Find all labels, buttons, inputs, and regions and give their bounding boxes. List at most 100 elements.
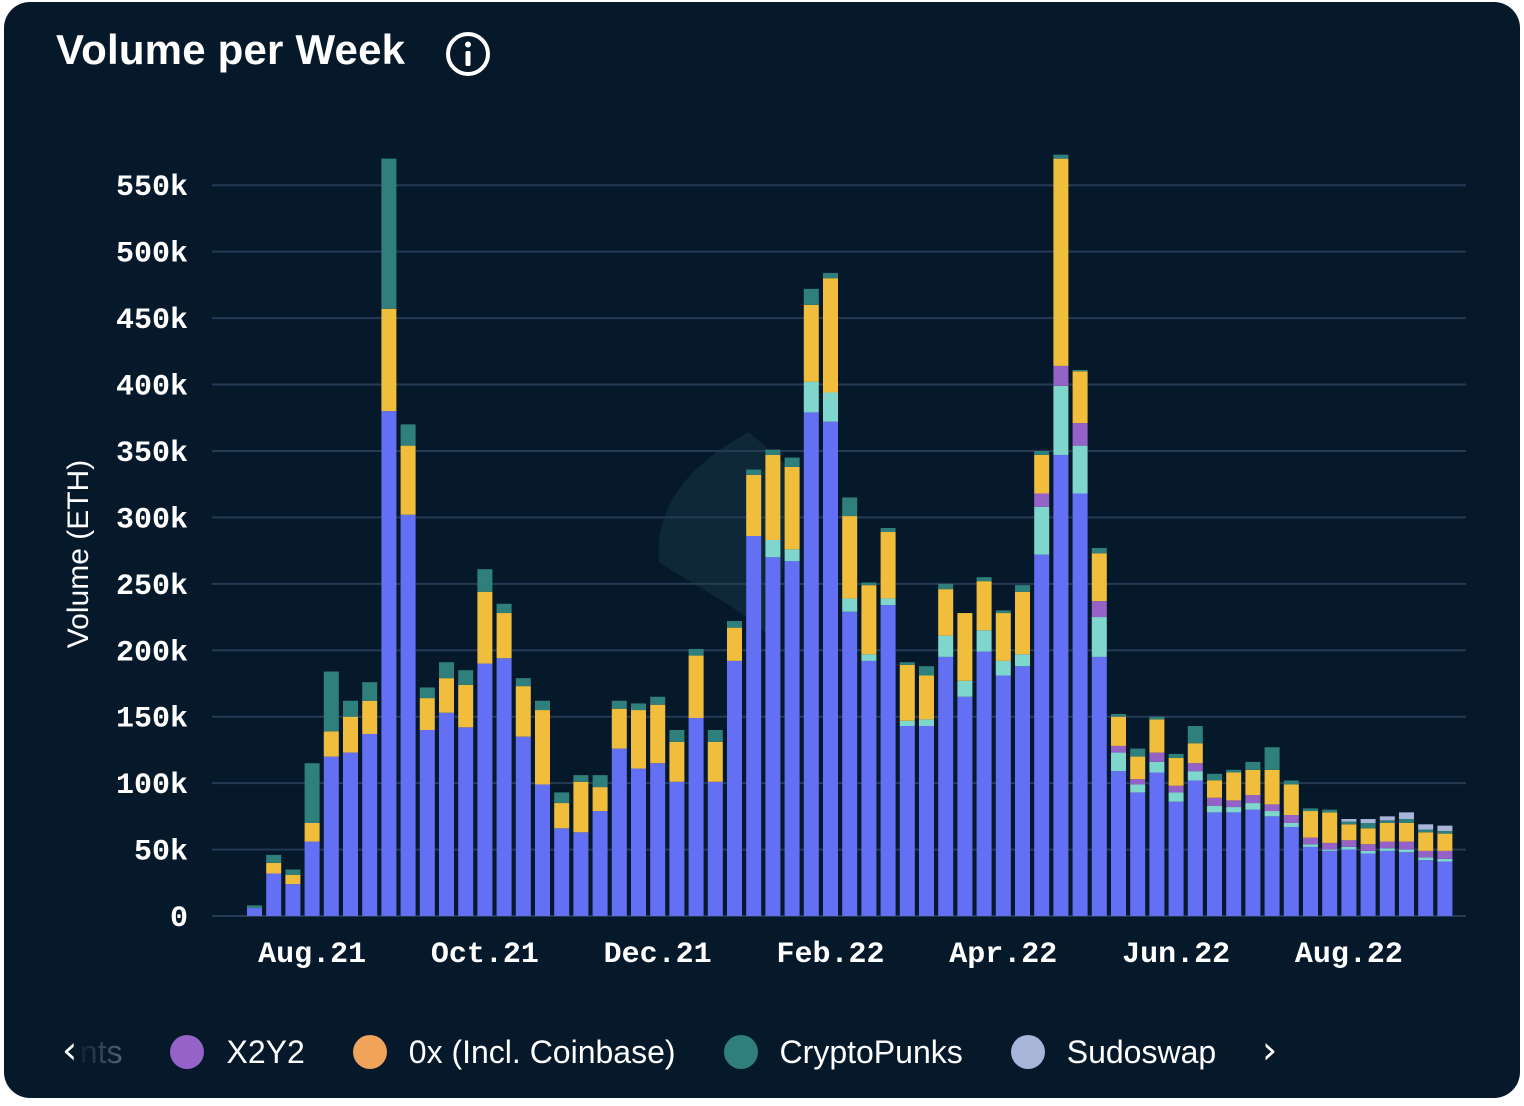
week-bar-stack[interactable] <box>1034 450 1050 916</box>
week-bar-stack[interactable] <box>823 272 838 916</box>
legend-item[interactable]: CryptoPunks <box>723 1034 963 1071</box>
volume-per-week-card: Volume per Week 0 50k 100k 150k 200k 250k 300k… <box>4 2 1520 1098</box>
bar-segment-opensea <box>957 696 973 916</box>
week-bar-stack[interactable] <box>631 703 646 916</box>
week-bar-stack[interactable] <box>458 670 474 916</box>
bar-segment-zerox <box>496 613 512 659</box>
week-bar-stack[interactable] <box>688 648 704 916</box>
week-bar-stack[interactable] <box>1053 154 1069 916</box>
bar-segment-zerox <box>669 741 685 782</box>
week-bar-stack[interactable] <box>304 763 320 916</box>
legend-item[interactable]: 0x (Incl. Coinbase) <box>352 1034 676 1071</box>
week-bar-stack[interactable] <box>976 577 992 916</box>
week-bar-stack[interactable] <box>1341 819 1357 916</box>
bar-segment-zerox <box>611 708 627 749</box>
week-bar-stack[interactable] <box>765 449 781 916</box>
week-bar-stack[interactable] <box>1360 819 1376 916</box>
week-bar-stack[interactable] <box>266 854 282 916</box>
week-bar-stack[interactable] <box>381 158 397 916</box>
week-bar-stack[interactable] <box>1168 753 1184 916</box>
bar-segment-zerox <box>746 474 762 536</box>
week-bar-stack[interactable] <box>1379 816 1395 916</box>
week-bar-stack[interactable] <box>1130 748 1146 916</box>
bar-segment-zerox <box>1341 824 1357 841</box>
week-bar-stack[interactable] <box>746 469 762 916</box>
bar-segment-opensea <box>1226 812 1242 916</box>
week-bar-stack[interactable] <box>1226 769 1242 916</box>
week-bar-stack[interactable] <box>727 621 742 916</box>
week-bar-stack[interactable] <box>861 582 877 916</box>
bar-segment-x2y2 <box>1341 840 1357 847</box>
week-bar-stack[interactable] <box>707 729 723 916</box>
bar-segment-opensea <box>439 712 454 916</box>
week-bar-stack[interactable] <box>1418 824 1434 916</box>
bar-segment-looksrare <box>784 549 800 562</box>
info-circle-icon[interactable] <box>444 30 492 78</box>
bar-segment-zerox <box>458 684 474 728</box>
week-bar-stack[interactable] <box>1091 547 1107 916</box>
week-bar-stack[interactable] <box>669 729 685 916</box>
week-bar-stack[interactable] <box>439 662 454 916</box>
bar-segment-looksrare <box>823 392 838 422</box>
bar-segment-opensea <box>765 557 781 916</box>
bar-segment-cryptopunks <box>650 696 666 705</box>
week-bar-stack[interactable] <box>611 700 627 916</box>
week-bar-stack[interactable] <box>554 792 570 916</box>
bar-segment-looksrare <box>938 635 954 657</box>
week-bar-stack[interactable] <box>1072 369 1088 916</box>
week-bar-stack[interactable] <box>1149 716 1165 916</box>
week-bar-stack[interactable] <box>919 666 934 916</box>
bar-segment-zerox <box>1245 769 1261 796</box>
bar-segment-opensea <box>919 725 934 916</box>
week-bar-stack[interactable] <box>1187 725 1203 916</box>
week-bar-stack[interactable] <box>842 497 858 916</box>
bar-segment-zerox <box>1360 828 1376 845</box>
week-bar-stack[interactable] <box>343 700 358 916</box>
week-bar-stack[interactable] <box>573 775 589 916</box>
bar-segment-cryptopunks <box>1245 761 1261 770</box>
bar-segment-looksrare <box>1053 385 1069 455</box>
week-bar-stack[interactable] <box>880 528 896 916</box>
week-bar-stack[interactable] <box>592 775 608 916</box>
week-bar-stack[interactable] <box>1303 808 1318 916</box>
week-bar-stack[interactable] <box>1264 747 1280 916</box>
week-bar-stack[interactable] <box>1015 585 1030 916</box>
legend-item[interactable]: X2Y2 <box>170 1034 305 1071</box>
bar-segment-opensea <box>1303 846 1318 916</box>
week-bar-stack[interactable] <box>650 696 666 916</box>
week-bar-stack[interactable] <box>1283 780 1299 916</box>
bar-segment-zerox <box>803 304 819 382</box>
week-bar-stack[interactable] <box>1111 714 1126 916</box>
week-bar-stack[interactable] <box>1437 825 1453 916</box>
week-bar-stack[interactable] <box>899 662 915 916</box>
week-bar-stack[interactable] <box>803 288 819 916</box>
week-bar-stack[interactable] <box>515 678 531 916</box>
bar-segment-looksrare <box>1245 803 1261 810</box>
week-bar-stack[interactable] <box>477 569 493 916</box>
legend-item[interactable]: Sudoswap <box>1010 1034 1216 1071</box>
week-bar-stack[interactable] <box>323 671 339 916</box>
week-bar-stack[interactable] <box>362 682 378 916</box>
bar-segment-cryptopunks <box>439 662 454 679</box>
week-bar-stack[interactable] <box>247 905 262 916</box>
week-bar-stack[interactable] <box>938 583 954 916</box>
week-bar-stack[interactable] <box>285 869 301 916</box>
week-bar-stack[interactable] <box>535 700 550 916</box>
week-bar-stack[interactable] <box>1245 761 1261 916</box>
week-bar-stack[interactable] <box>496 603 512 916</box>
bar-segment-cryptopunks <box>1360 822 1376 829</box>
week-bar-stack[interactable] <box>957 613 973 916</box>
week-bar-stack[interactable] <box>784 457 800 916</box>
bar-segment-zerox <box>1168 757 1184 786</box>
week-bar-stack[interactable] <box>400 424 416 916</box>
week-bar-stack[interactable] <box>995 610 1011 916</box>
week-bar-stack[interactable] <box>1399 812 1414 916</box>
bar-segment-opensea <box>1245 809 1261 916</box>
week-bar-stack[interactable] <box>1322 809 1338 916</box>
bar-segment-opensea <box>1360 853 1376 916</box>
chevron-right-icon[interactable]: › <box>1262 1028 1278 1072</box>
week-bar-stack[interactable] <box>1207 773 1222 916</box>
chevron-left-icon[interactable]: ‹ <box>62 1028 78 1072</box>
bar-segment-zerox <box>1053 158 1069 366</box>
week-bar-stack[interactable] <box>419 687 435 916</box>
